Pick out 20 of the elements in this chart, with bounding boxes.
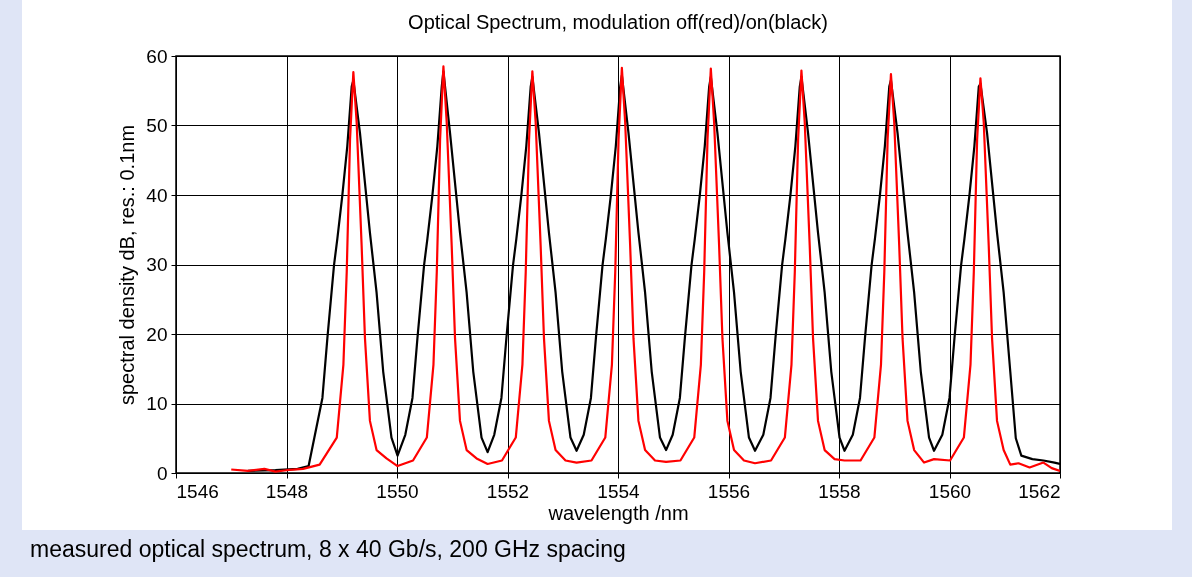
- y-tick-label: 50: [146, 115, 168, 136]
- x-axis-title: wavelength /nm: [547, 501, 689, 524]
- y-tick-label: 30: [146, 254, 168, 275]
- x-tick-label: 1558: [818, 480, 861, 502]
- x-tick-label: 1560: [928, 480, 972, 502]
- y-tick-label: 60: [146, 45, 168, 67]
- x-tick-label: 1556: [707, 480, 751, 502]
- y-tick-label: 40: [146, 184, 168, 206]
- chart-title: Optical Spectrum, modulation off(red)/on(black): [408, 11, 828, 33]
- y-tick-label: 0: [156, 462, 168, 484]
- x-tick-label: 1548: [265, 480, 309, 502]
- y-axis-title: spectral density dB, res.: 0.1nm: [116, 124, 139, 406]
- text: measured optical spectrum, 8 x 40 Gb/s, 200 GHz spacing: [30, 536, 626, 563]
- x-tick-label: 1552: [486, 480, 530, 502]
- x-tick-label: 1550: [376, 480, 419, 502]
- x-tick-label: 1554: [597, 480, 641, 502]
- x-tick-label: 1562: [1018, 480, 1061, 502]
- y-tick-label: 10: [146, 393, 168, 414]
- x-tick-label: 1546: [176, 480, 219, 502]
- y-tick-label: 20: [146, 323, 168, 345]
